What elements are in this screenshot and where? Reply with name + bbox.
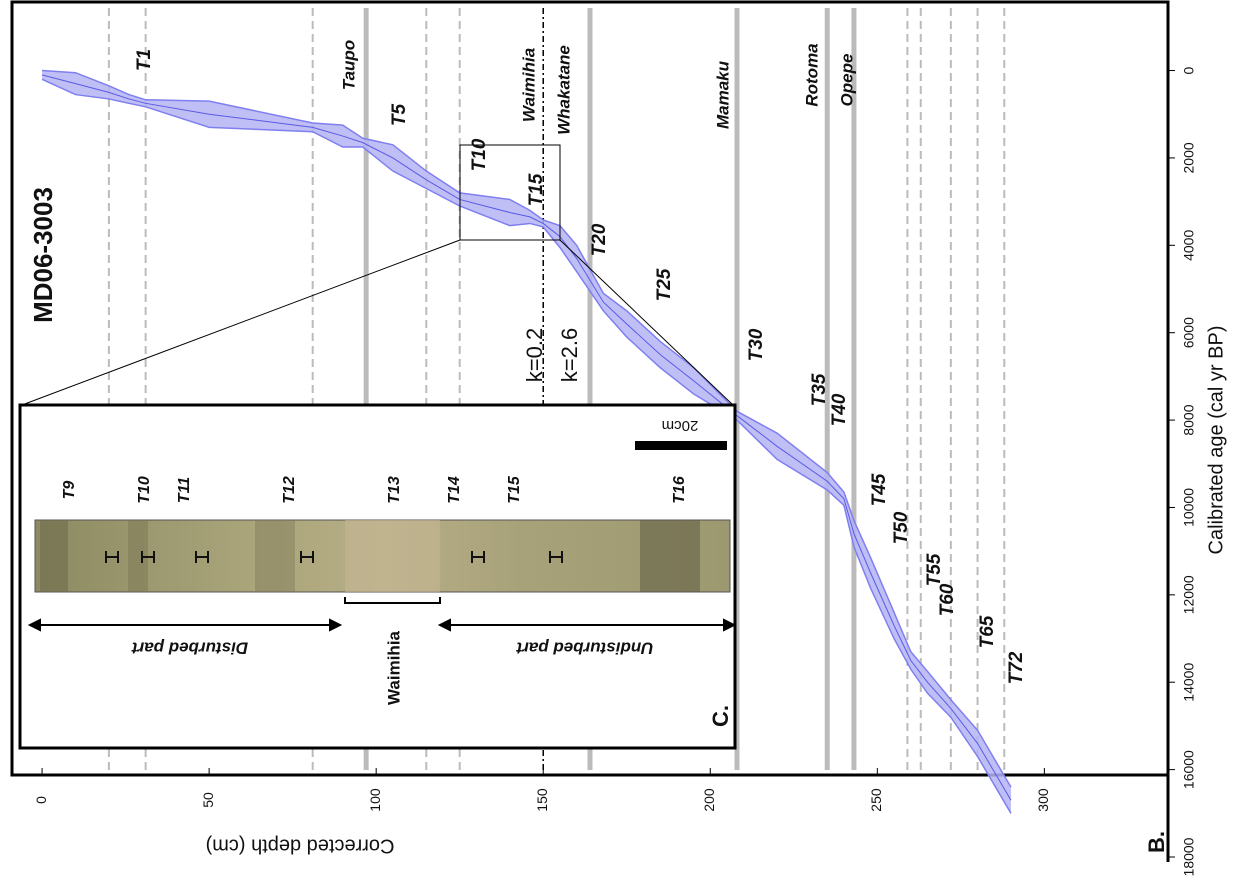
core-label: T10 xyxy=(136,476,153,504)
tephra-label: T20 xyxy=(589,223,610,256)
x-tick-label: 300 xyxy=(1035,788,1051,812)
x-tick-label: 50 xyxy=(200,792,216,808)
chart-title: MD06-3003 xyxy=(28,187,58,323)
tephra-label: T5 xyxy=(389,103,410,126)
inset-panel xyxy=(18,403,737,750)
age-model-line xyxy=(41,74,1012,801)
band-edge xyxy=(41,78,1012,814)
core-label: T16 xyxy=(671,476,688,504)
y-tick-label: 10000 xyxy=(1181,488,1197,527)
named-tephra-label: Opepe xyxy=(837,54,856,107)
y-tick-label: 8000 xyxy=(1181,404,1197,435)
y-tick-label: 0 xyxy=(1181,66,1197,74)
tephra-label: T35 xyxy=(809,373,830,406)
y-tick-label: 16000 xyxy=(1181,750,1197,789)
panel-label: B. xyxy=(1144,831,1169,853)
scale-bar xyxy=(635,441,727,450)
core-label: T14 xyxy=(446,476,463,504)
named-tephra-label: Waimihia xyxy=(519,48,538,122)
arrows xyxy=(27,618,737,632)
band-edge xyxy=(42,69,1012,788)
disturbed-label: Disturbed part xyxy=(131,639,249,658)
core-band xyxy=(128,520,148,592)
y-tick-label: 18000 xyxy=(1181,837,1197,876)
y-tick-label: 14000 xyxy=(1181,663,1197,702)
x-tick-label: 150 xyxy=(534,788,550,812)
core-label: T11 xyxy=(176,477,193,503)
x-axis-title: Corrected depth (cm) xyxy=(206,835,395,857)
tephra-label: T50 xyxy=(891,511,912,544)
tephra-label: T55 xyxy=(924,553,945,586)
core-band xyxy=(40,520,68,592)
tephra-label: T30 xyxy=(746,328,767,361)
core-label: T9 xyxy=(61,481,78,500)
x-tick-label: 100 xyxy=(367,788,383,812)
y-tick-label: 2000 xyxy=(1181,142,1197,173)
x-tick-label: 200 xyxy=(701,788,717,812)
core-label: T15 xyxy=(506,475,523,504)
core-band xyxy=(255,520,295,592)
annotation: k=2.6 xyxy=(557,328,582,382)
tephra-label: T1 xyxy=(134,49,155,71)
labels: 0 50 100 150 200 250 300 0 2000 4000 6000 8000 10000… xyxy=(28,40,1227,876)
zoom-box xyxy=(21,144,734,406)
sample-marks xyxy=(105,551,563,563)
named-tephra-label: Taupo xyxy=(339,40,358,90)
waimihia-bracket xyxy=(344,597,441,604)
tephra-label: T25 xyxy=(654,268,675,301)
undisturbed-label: Undisturbed part xyxy=(515,639,653,658)
named-tephra-label: Mamaku xyxy=(713,60,732,129)
x-tick-label: 250 xyxy=(868,788,884,812)
tephra-label: T10 xyxy=(469,138,490,171)
annotation: k=0.2 xyxy=(522,328,547,382)
tephra-label: T72 xyxy=(1006,651,1027,684)
core-band xyxy=(345,520,440,592)
named-tephra-label: Rotoma xyxy=(802,43,821,106)
scale-label: 20cm xyxy=(662,417,699,434)
core-label: T13 xyxy=(386,476,403,504)
tephra-label: T65 xyxy=(977,615,998,648)
core-band xyxy=(640,520,700,592)
core-label: T12 xyxy=(281,476,298,504)
x-tick-label: 0 xyxy=(33,796,49,804)
y-tick-label: 4000 xyxy=(1181,230,1197,261)
tephra-label: T45 xyxy=(869,473,890,506)
tephra-label: T15 xyxy=(526,173,547,206)
uncertainty-band xyxy=(42,70,1011,814)
named-tephra-label: Whakatane xyxy=(554,45,573,135)
tephra-label: T40 xyxy=(829,393,850,426)
waimihia-label: Waimihia xyxy=(384,630,403,705)
y-axis-title: Calibrated age (cal yr BP) xyxy=(1205,326,1227,555)
y-tick-label: 6000 xyxy=(1181,317,1197,348)
y-tick-label: 12000 xyxy=(1181,575,1197,614)
tephra-label: T60 xyxy=(937,583,958,616)
inset-panel-label: C. xyxy=(708,705,733,727)
